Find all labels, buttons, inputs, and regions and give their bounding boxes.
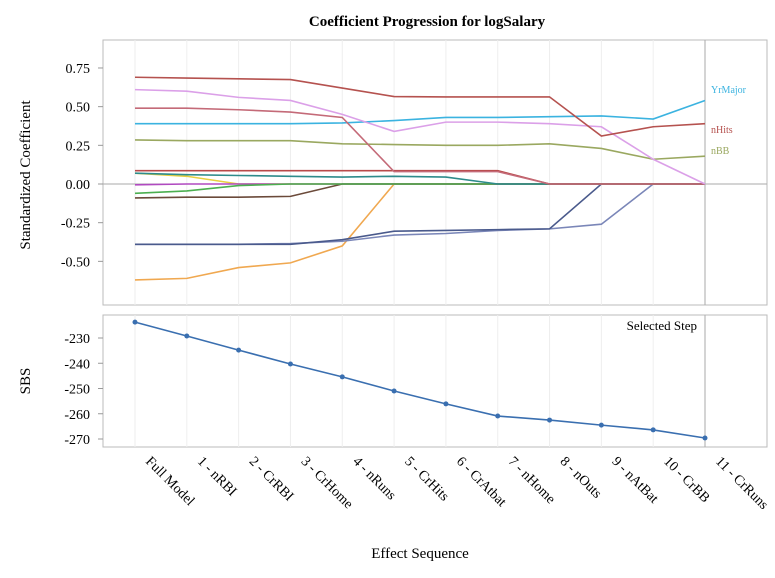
- x-tick-label: 5 - CrHits: [401, 454, 451, 504]
- sbs-point: [236, 347, 242, 353]
- bottom-y-tick-label: -230: [64, 332, 90, 347]
- series-line-YrMajor: [135, 99, 706, 125]
- sbs-point: [650, 427, 656, 433]
- series-line-orange: [134, 183, 705, 281]
- x-tick-label: 11 - CrRuns: [712, 454, 771, 513]
- bottom-y-tick-label: -250: [64, 383, 90, 398]
- top-y-axis-title: Standardized Coefficient: [18, 100, 34, 250]
- series-label-nBB: nBB: [711, 146, 730, 157]
- sbs-point: [598, 422, 604, 428]
- top-plot-frame: [102, 39, 768, 306]
- bottom-plot-frame: [102, 314, 768, 448]
- x-tick-label: 2 - CrRBI: [246, 454, 296, 504]
- series-line-nHits: [134, 76, 706, 137]
- series-label-YrMajor: YrMajor: [711, 85, 747, 96]
- x-tick-label: 9 - nAtBat: [609, 454, 661, 506]
- x-tick-label: 4 - nRuns: [349, 454, 398, 503]
- series-line-green: [134, 183, 705, 195]
- series-line-teal: [134, 172, 705, 185]
- sbs-point: [287, 361, 293, 367]
- selected-step-annotation: Selected Step: [627, 318, 697, 333]
- x-tick-label: 7 - nHome: [505, 454, 558, 507]
- series-line-red2: [135, 107, 705, 185]
- sbs-point: [547, 417, 553, 423]
- x-tick-label: 10 - CrBB: [660, 454, 712, 506]
- x-tick-label: 1 - nRBI: [194, 454, 239, 499]
- series-line-brown: [134, 183, 705, 199]
- sbs-point: [702, 435, 708, 441]
- x-tick-label: Full Model: [142, 454, 197, 509]
- bottom-y-tick-label: -240: [64, 357, 90, 372]
- top-y-tick-label: 0.50: [66, 101, 91, 116]
- x-tick-label: 3 - CrHome: [298, 454, 356, 512]
- bottom-y-axis-title: SBS: [18, 368, 34, 395]
- bottom-y-tick-label: -260: [64, 408, 90, 423]
- chart-title: Coefficient Progression for logSalary: [309, 14, 546, 30]
- top-y-tick-label: -0.25: [61, 217, 90, 232]
- top-y-tick-label: 0.00: [66, 178, 91, 193]
- top-y-tick-label: 0.75: [66, 62, 91, 77]
- top-y-tick-label: -0.50: [61, 255, 90, 270]
- series-line-navy1: [135, 183, 705, 246]
- sbs-point: [132, 319, 138, 325]
- x-tick-label: 8 - nOuts: [557, 454, 604, 501]
- series-line-navy2: [135, 183, 705, 246]
- x-tick-label: 6 - CrAtbat: [453, 454, 509, 510]
- sbs-point: [443, 401, 449, 407]
- series-line-violet: [134, 88, 706, 185]
- sbs-point: [184, 333, 190, 339]
- top-y-tick-label: 0.25: [66, 139, 91, 154]
- sbs-point: [495, 413, 501, 419]
- sbs-line: [134, 321, 706, 439]
- bottom-y-tick-label: -270: [64, 433, 90, 448]
- x-axis-title: Effect Sequence: [371, 546, 469, 562]
- sbs-point: [391, 388, 397, 394]
- sbs-point: [339, 374, 345, 380]
- series-label-nHits: nHits: [711, 125, 733, 136]
- series-line-nBB: [134, 139, 706, 161]
